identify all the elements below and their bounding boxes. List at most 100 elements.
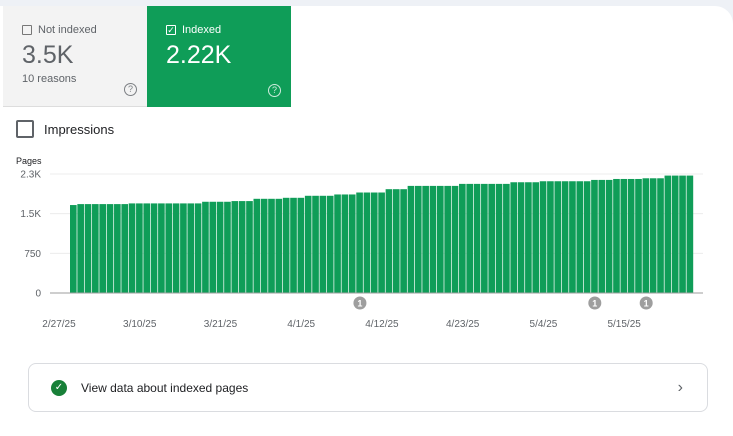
bar [216, 201, 224, 293]
footer-label: View data about indexed pages [81, 380, 249, 395]
bar [429, 185, 437, 293]
x-tick-label: 5/15/25 [607, 319, 641, 330]
bar [620, 178, 628, 293]
bar [627, 178, 635, 293]
bar [686, 175, 694, 293]
bar [554, 181, 562, 293]
bar [591, 179, 598, 293]
bar [341, 194, 349, 293]
indexed-tile[interactable]: ✓ Indexed 2.22K ? [147, 6, 291, 107]
bar [481, 183, 488, 293]
annotation-label: 1 [357, 299, 362, 309]
bar [231, 201, 239, 293]
bar [459, 183, 466, 293]
bar [392, 189, 400, 293]
bar [143, 203, 151, 293]
bar [422, 185, 429, 293]
impressions-toggle[interactable]: Impressions [16, 120, 114, 138]
bar [290, 197, 297, 293]
bar [525, 182, 532, 293]
bar [253, 198, 261, 293]
bar [649, 178, 657, 293]
bar [194, 203, 202, 293]
bar [671, 175, 679, 293]
bar [363, 192, 371, 293]
bar [268, 198, 275, 293]
y-tick-label: 2.3K [20, 170, 41, 181]
bar [202, 201, 209, 293]
bar [172, 203, 180, 293]
bar [451, 185, 459, 293]
bar [569, 181, 576, 293]
y-tick-label: 0 [35, 289, 41, 300]
help-circle-icon[interactable]: ? [124, 83, 137, 96]
annotation-label: 1 [644, 299, 649, 309]
bar [539, 181, 547, 293]
x-tick-label: 4/12/25 [365, 319, 399, 330]
tile-value: 3.5K [22, 41, 74, 69]
bar [532, 182, 540, 293]
bar [488, 183, 496, 293]
bar [275, 198, 283, 293]
bar [121, 204, 129, 293]
bar [297, 197, 305, 293]
bar [312, 195, 319, 293]
checkbox-checked-icon[interactable]: ✓ [166, 24, 176, 35]
x-tick-label: 3/21/25 [204, 319, 238, 330]
annotation-marker [353, 296, 367, 310]
indexed-pages-chart: Pages 0 750 1.5K 2.3K 2/27/25 3/10/25 3/21/25 4/… [16, 156, 703, 330]
bar [70, 205, 77, 293]
bar [407, 185, 415, 293]
bar [136, 203, 143, 293]
bar [150, 203, 158, 293]
checkbox-icon[interactable] [22, 25, 32, 35]
bar [561, 181, 569, 293]
chevron-right-icon: › [677, 378, 683, 396]
bar [356, 192, 363, 293]
bar [246, 201, 253, 293]
bar [466, 183, 473, 293]
bar [679, 175, 686, 293]
bar [319, 195, 327, 293]
help-circle-icon[interactable]: ? [268, 84, 281, 97]
bar [282, 197, 290, 293]
bar [84, 204, 92, 293]
check-circle-icon: ✓ [51, 379, 67, 396]
bar [576, 181, 584, 293]
bar [106, 204, 114, 293]
bar [224, 201, 231, 293]
bar [635, 178, 642, 293]
bar [517, 182, 525, 293]
bar [642, 178, 650, 293]
bar [180, 203, 187, 293]
bar [414, 185, 422, 293]
y-tick-label: 1.5K [20, 209, 41, 220]
bar [238, 201, 246, 293]
bar [378, 192, 385, 293]
x-tick-label: 4/23/25 [446, 319, 480, 330]
bar [128, 203, 136, 293]
x-tick-label: 4/1/25 [287, 319, 315, 330]
annotation-marker [639, 296, 653, 310]
bar [605, 179, 613, 293]
bar [598, 179, 606, 293]
not-indexed-tile[interactable]: Not indexed 3.5K 10 reasons ? [3, 6, 147, 107]
view-indexed-data-button[interactable]: ✓ View data about indexed pages › [28, 363, 708, 412]
bar [158, 203, 165, 293]
bar [503, 183, 510, 293]
bar [473, 183, 481, 293]
annotation-marker [588, 296, 602, 310]
bar [495, 183, 503, 293]
bar [326, 195, 334, 293]
checkbox-icon[interactable] [16, 120, 34, 138]
bar [209, 201, 217, 293]
bar [613, 178, 620, 293]
bar [583, 181, 591, 293]
tile-label: Indexed [182, 24, 222, 36]
bar [370, 192, 378, 293]
bar [510, 182, 518, 293]
bar [260, 198, 268, 293]
x-tick-label: 3/10/25 [123, 319, 157, 330]
x-tick-label: 5/4/25 [530, 319, 558, 330]
bar [657, 178, 664, 293]
